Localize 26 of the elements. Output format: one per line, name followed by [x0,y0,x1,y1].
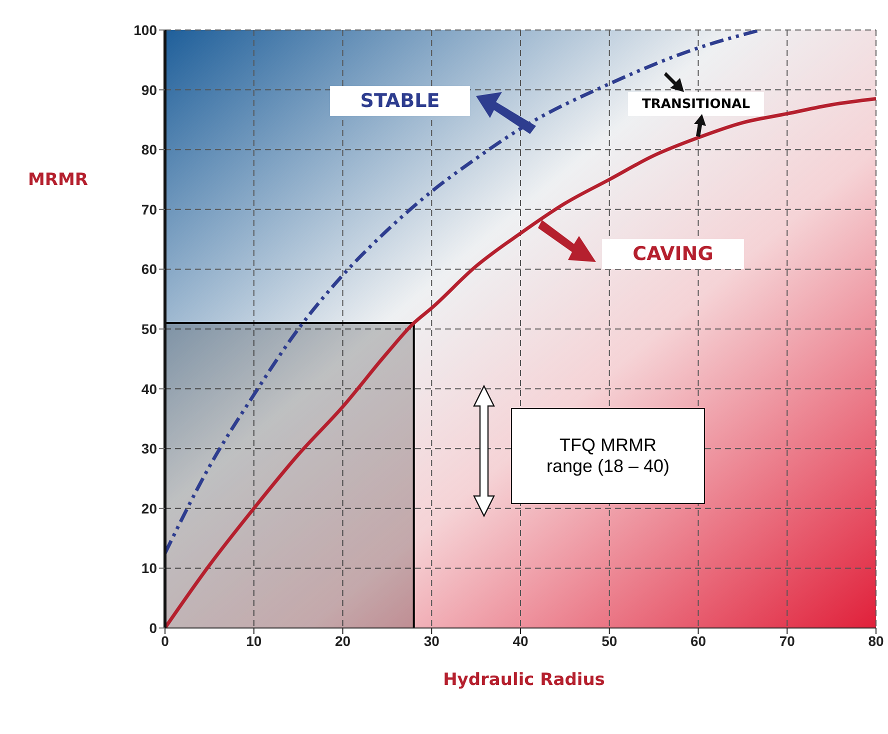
x-tick-label: 20 [334,632,351,649]
x-tick-label: 0 [161,632,170,649]
y-tick-label: 20 [141,500,158,516]
y-tick-label: 70 [141,201,158,218]
x-tick-label: 30 [424,632,440,649]
y-tick-label: 10 [141,560,158,576]
label-box: TRANSITIONAL [628,92,764,116]
y-tick-label: 0 [149,620,158,636]
label-box: STABLE [330,86,470,116]
x-tick-label: 70 [779,632,796,649]
y-tick-label: 50 [141,320,158,337]
x-axis-title: Hydraulic Radius [442,670,606,690]
y-tick-label: 90 [141,82,158,98]
y-tick-label: 60 [141,261,158,278]
y-tick-label: 30 [141,440,158,457]
label-box: CAVING [602,239,744,269]
y-tick-label: 40 [141,380,158,397]
y-tick-label: 80 [141,142,158,158]
y-axis-title: MRMR [28,170,88,190]
x-tick-label: 60 [690,632,706,649]
x-tick-label: 40 [512,632,528,649]
x-tick-label: 80 [868,632,884,649]
label-box: TFQ MRMR range (18 – 40) [511,408,705,504]
x-tick-label: 10 [246,632,262,649]
x-tick-label: 50 [602,632,618,649]
y-tick-label: 100 [134,22,158,38]
